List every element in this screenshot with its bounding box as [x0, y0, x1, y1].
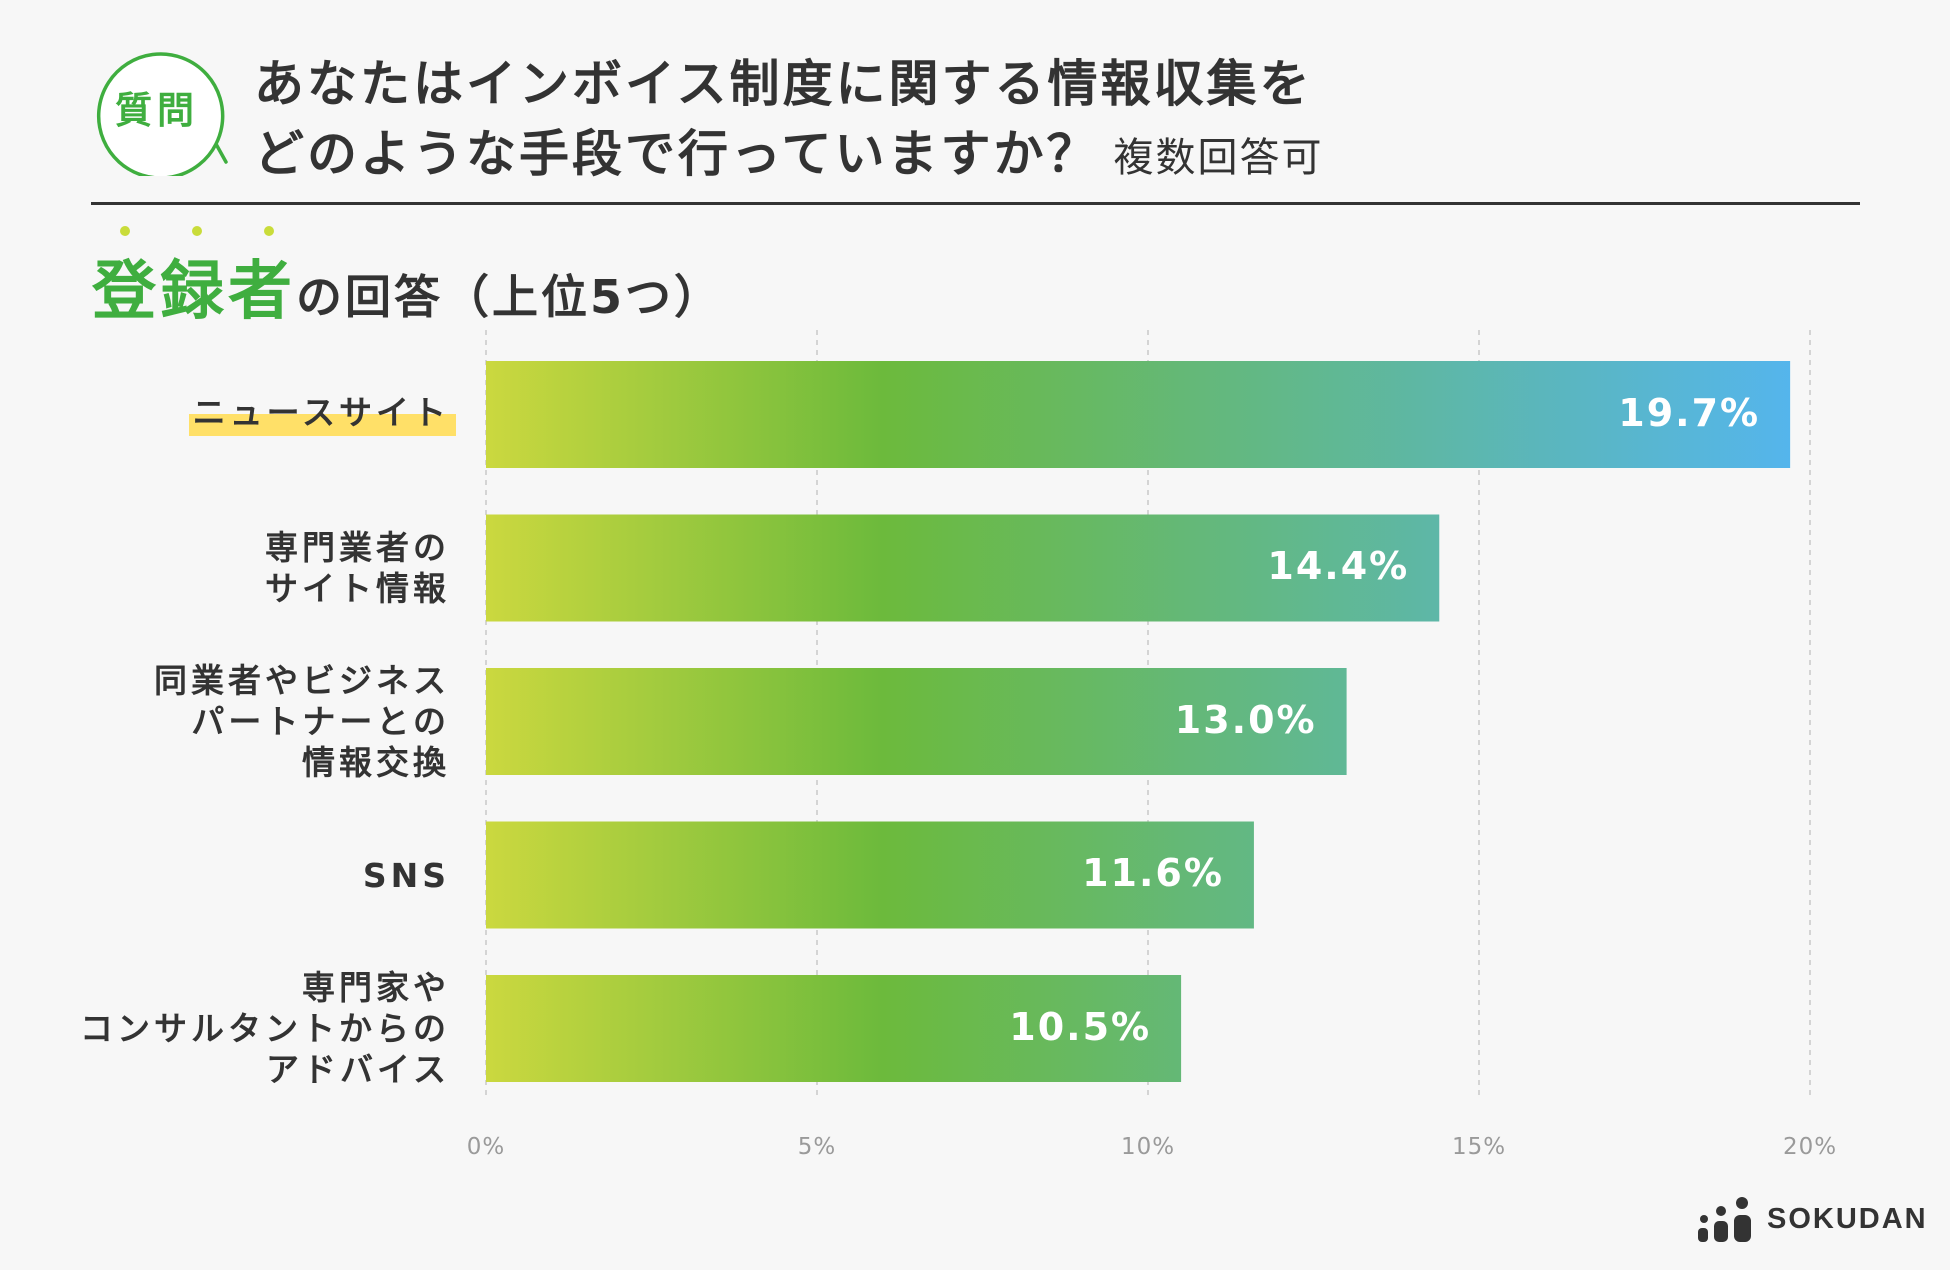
x-tick-label: 10% [1120, 1134, 1176, 1160]
bar-value-label: 11.6% [1082, 851, 1224, 895]
bar-value-label: 13.0% [1174, 697, 1317, 742]
bar-value-label: 10.5% [1009, 1004, 1152, 1049]
bar [486, 975, 1182, 1082]
bar [486, 514, 1440, 622]
question-title-line1: あなたはインボイス制度に関する情報収集を [254, 55, 1313, 113]
subheading-accent-text: 登録者 [92, 255, 296, 329]
x-tick-label: 0% [466, 1134, 506, 1160]
category-label: ニュースサイト [188, 393, 457, 436]
question-badge-label: 質問 [115, 89, 199, 132]
question-note: 複数回答可 [1113, 135, 1324, 181]
category-label: 同業者やビジネス パートナーとの 情報交換 [154, 661, 450, 782]
emphasis-dot [264, 226, 274, 236]
bar-value-label: 14.4% [1267, 544, 1410, 588]
x-tick-label: 15% [1451, 1134, 1507, 1160]
subheading-rest: の回答（上位5つ） [296, 270, 724, 324]
category-label: 専門業者の サイト情報 [265, 528, 450, 608]
question-title-line2: どのような手段で行っていますか？ 複数回答可 [254, 114, 1324, 186]
category-label: 専門家や コンサルタントからの アドバイス [80, 968, 450, 1089]
bar [486, 361, 1791, 468]
x-tick-label: 20% [1782, 1134, 1838, 1160]
subheading-accent: 登録者 [92, 226, 296, 332]
category-label: SNS [362, 855, 450, 895]
speech-bubble-icon [96, 52, 228, 176]
chart-subheading: 登録者 の回答（上位5つ） [92, 226, 724, 332]
bar-value-label: 19.7% [1618, 390, 1761, 435]
emphasis-dot [120, 226, 130, 236]
question-title-line2-text: どのような手段で行っていますか？ [254, 125, 1100, 183]
sokudan-logo [1698, 1197, 1751, 1242]
brand-name: SOKUDAN [1767, 1203, 1928, 1235]
x-tick-label: 5% [797, 1134, 837, 1160]
bar [486, 821, 1254, 929]
emphasis-dot [192, 226, 202, 236]
header-divider [91, 202, 1860, 205]
bar [486, 668, 1347, 775]
